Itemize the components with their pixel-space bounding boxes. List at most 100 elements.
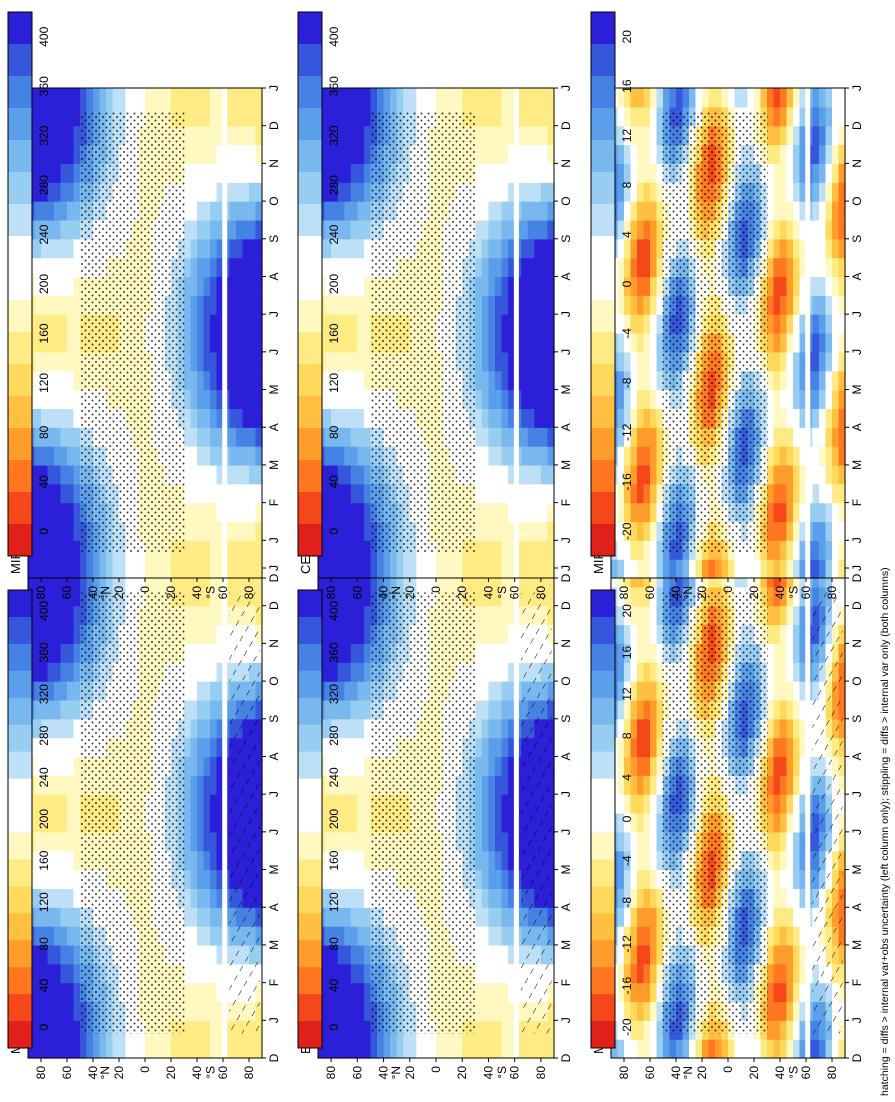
heatmap-cell xyxy=(73,586,81,607)
heatmap-cell xyxy=(60,756,68,776)
heatmap-cell xyxy=(249,238,257,259)
heatmap-cell xyxy=(501,238,509,259)
colorbar-swatch xyxy=(591,670,615,699)
heatmap-cell xyxy=(184,944,192,965)
heatmap-cell xyxy=(637,1001,645,1021)
heatmap-cell xyxy=(197,586,205,607)
heatmap-cell xyxy=(324,427,332,447)
heatmap-cell xyxy=(357,295,365,315)
heatmap-cell xyxy=(350,106,358,127)
heatmap-cell xyxy=(331,182,339,202)
heatmap-cell xyxy=(495,446,503,466)
heatmap-cell xyxy=(41,125,49,146)
heatmap-cell xyxy=(773,926,781,946)
heatmap-cell xyxy=(47,464,55,485)
heatmap-cell xyxy=(34,662,42,682)
heatmap-cell xyxy=(54,314,62,334)
heatmap-cell xyxy=(780,794,788,814)
heatmap-cell xyxy=(203,295,211,315)
colorbar-swatch xyxy=(8,268,32,301)
heatmap-cell xyxy=(331,238,339,259)
heatmap-cell xyxy=(249,201,257,221)
heatmap-cell xyxy=(203,662,211,682)
heatmap-cell xyxy=(780,586,788,607)
heatmap-cell xyxy=(475,125,483,146)
heatmap-cell xyxy=(534,295,542,315)
heatmap-cell xyxy=(331,125,339,146)
heatmap-cell xyxy=(337,125,345,146)
heatmap-cell xyxy=(650,831,658,852)
heatmap-cell xyxy=(481,276,490,296)
heatmap-cell xyxy=(534,257,542,278)
heatmap-cell xyxy=(475,643,483,663)
heatmap-cell xyxy=(488,559,496,579)
heatmap-cell xyxy=(495,737,503,758)
heatmap-cell xyxy=(324,219,332,240)
heatmap-cell xyxy=(521,408,529,428)
heatmap-cell xyxy=(54,926,62,946)
heatmap-cell xyxy=(501,681,509,701)
colorbar-tick-label: 120 xyxy=(327,892,341,912)
heatmap-cell xyxy=(242,559,250,579)
heatmap-cell xyxy=(540,125,549,146)
heatmap-cell xyxy=(527,163,535,183)
lat-tick-label: 60 xyxy=(350,1066,364,1080)
heatmap-cell xyxy=(767,662,775,682)
heatmap-cell xyxy=(624,982,632,1003)
hatching xyxy=(229,592,260,1034)
heatmap-cell xyxy=(534,502,542,523)
heatmap-cell xyxy=(363,219,372,240)
heatmap-cell xyxy=(331,464,339,485)
heatmap-cell xyxy=(637,624,645,644)
heatmap-cell xyxy=(786,926,794,946)
heatmap-cell xyxy=(495,831,503,852)
heatmap-cell xyxy=(501,775,509,795)
heatmap-cell xyxy=(324,106,332,127)
heatmap-cell xyxy=(799,681,807,701)
heatmap-cell xyxy=(630,831,638,852)
month-tick-label: M xyxy=(267,460,281,470)
heatmap-cell xyxy=(331,586,339,607)
heatmap-cell xyxy=(54,559,62,579)
heatmap-cell xyxy=(363,144,372,164)
heatmap-cell xyxy=(324,502,332,523)
heatmap-cell xyxy=(488,106,496,127)
heatmap-cell xyxy=(73,88,81,108)
heatmap-cell xyxy=(383,88,391,108)
heatmap-cell xyxy=(534,201,542,221)
heatmap-cell xyxy=(73,831,81,852)
heatmap-cell xyxy=(242,446,250,466)
heatmap-cell xyxy=(527,257,535,278)
heatmap-cell xyxy=(60,1001,68,1021)
heatmap-cell xyxy=(409,559,417,579)
heatmap-cell xyxy=(203,351,211,372)
heatmap-cell xyxy=(793,888,801,908)
heatmap-cell xyxy=(767,944,775,965)
heatmap-cell xyxy=(357,699,365,720)
heatmap-cell xyxy=(331,699,339,720)
heatmap-cell xyxy=(203,963,211,984)
heatmap-cell xyxy=(242,333,250,353)
heatmap-cell xyxy=(488,427,496,447)
heatmap-cell xyxy=(475,483,483,504)
heatmap-cell xyxy=(495,586,503,607)
heatmap-cell xyxy=(656,963,664,984)
heatmap-cell xyxy=(508,521,516,541)
heatmap-cell xyxy=(363,850,372,871)
heatmap-cell xyxy=(495,106,503,127)
heatmap-cell xyxy=(468,1039,476,1059)
heatmap-cell xyxy=(73,1001,81,1021)
colorbar-swatch xyxy=(8,172,32,205)
colorbar-tick-label: 360 xyxy=(37,76,51,96)
heatmap-cell xyxy=(344,1001,352,1021)
heatmap-cell xyxy=(793,737,801,758)
heatmap-cell xyxy=(534,276,542,296)
heatmap-cell xyxy=(210,869,218,889)
heatmap-cell xyxy=(197,182,205,202)
heatmap-cell xyxy=(780,907,788,927)
heatmap-cell xyxy=(210,163,218,183)
heatmap-cell xyxy=(540,446,549,466)
heatmap-cell xyxy=(242,1039,250,1059)
panel-1: 80604020020406080°N°SDJFMAMJJASONDJMIROC… xyxy=(7,565,281,1079)
heatmap-cell xyxy=(47,238,55,259)
